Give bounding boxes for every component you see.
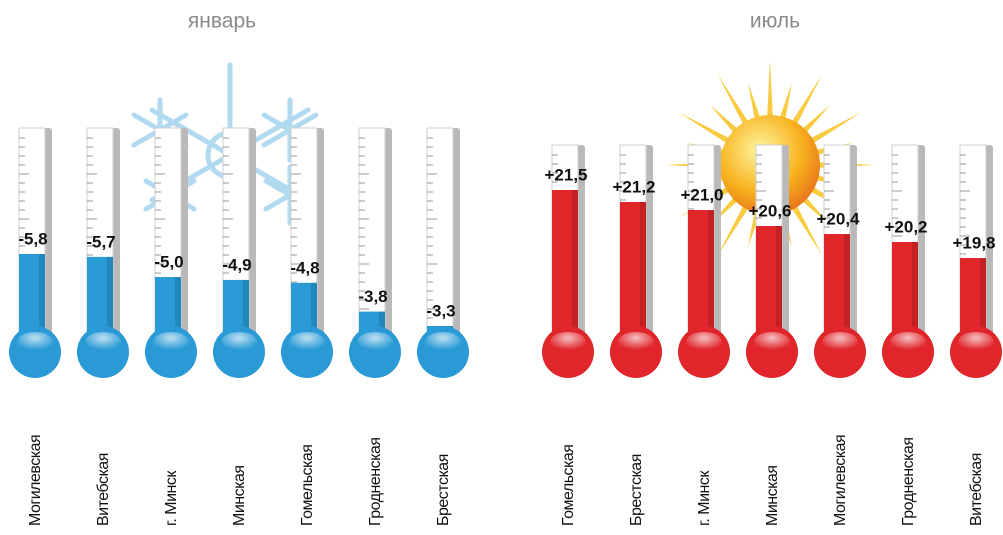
bulb-shine [425, 332, 461, 352]
bar-shade [640, 202, 646, 350]
bar-shade [844, 234, 850, 350]
category-label: Гомельская [299, 445, 316, 526]
bulb-shine [754, 332, 790, 352]
value-label: +20,6 [748, 201, 791, 220]
sun-ray [748, 82, 761, 120]
value-label: -3,8 [358, 287, 387, 306]
bulb-shine [890, 332, 926, 352]
bar-shade [39, 254, 45, 350]
category-label: Гродненская [900, 437, 917, 526]
category-label: Гродненская [367, 437, 384, 526]
sun-ray [810, 112, 861, 144]
bulb-shine [686, 332, 722, 352]
category-label: Минская [231, 465, 248, 526]
bulb-shine [85, 332, 121, 352]
category-label: Витебская [95, 453, 112, 526]
chart-title: июль [750, 10, 800, 33]
category-label: Брестская [435, 454, 452, 526]
value-label: +21,2 [612, 177, 655, 196]
bulb-shine [357, 332, 393, 352]
bar-shade [107, 256, 113, 350]
value-label: +20,2 [884, 217, 927, 236]
sun-ray [779, 82, 792, 120]
bulb-shine [822, 332, 858, 352]
value-label: +21,5 [544, 165, 587, 184]
bar-shade [912, 242, 918, 350]
bar [620, 202, 646, 350]
bar-shade [572, 190, 578, 350]
category-label: г. Минск [163, 470, 180, 526]
value-label: +21,0 [680, 185, 723, 204]
bulb-shine [618, 332, 654, 352]
bar-shade [175, 277, 181, 350]
value-label: +20,4 [816, 209, 860, 228]
sun-ray [717, 74, 749, 125]
value-label: +19,8 [952, 233, 995, 252]
thermometer-chart: июль +21,5 Гомельская +21,2 Брестская +21,0 г.… [542, 10, 1002, 526]
category-label: Гомельская [560, 445, 577, 526]
bulb-shine [289, 332, 325, 352]
bar-shade [776, 226, 782, 350]
bulb-shine [958, 332, 994, 352]
value-label: -5,0 [154, 253, 183, 272]
category-label: Минская [764, 465, 781, 526]
plots: январь -5,8 Могилевская -5,7 Витебская -5,0 г.… [9, 10, 1002, 526]
category-label: Могилевская [832, 435, 849, 526]
thermometer-chart: январь -5,8 Могилевская -5,7 Витебская -5,0 г.… [9, 10, 469, 526]
value-label: -3,3 [426, 301, 455, 320]
bar-shade [708, 210, 714, 350]
sun-ray [801, 104, 831, 134]
category-label: Витебская [968, 453, 985, 526]
category-label: Брестская [628, 454, 645, 526]
value-label: -5,8 [18, 229, 47, 248]
bar-shade [243, 279, 249, 350]
sun-ray [791, 74, 823, 125]
value-label: -5,7 [86, 232, 115, 251]
bulb-shine [17, 332, 53, 352]
bulb-shine [153, 332, 189, 352]
bar [552, 190, 578, 350]
bar-shade [980, 258, 986, 350]
category-label: г. Минск [696, 470, 713, 526]
sun-ray [717, 205, 749, 256]
bulb-shine [550, 332, 586, 352]
sun-ray [709, 104, 739, 134]
sun-ray [679, 112, 730, 144]
category-label: Могилевская [27, 435, 44, 526]
sun-ray [801, 196, 831, 226]
value-label: -4,9 [222, 255, 251, 274]
bulb-shine [221, 332, 257, 352]
sun-ray [791, 205, 823, 256]
chart-title: январь [188, 10, 256, 33]
sun-ray [767, 60, 773, 118]
bar-shade [311, 282, 317, 350]
value-label: -4,8 [290, 258, 319, 277]
